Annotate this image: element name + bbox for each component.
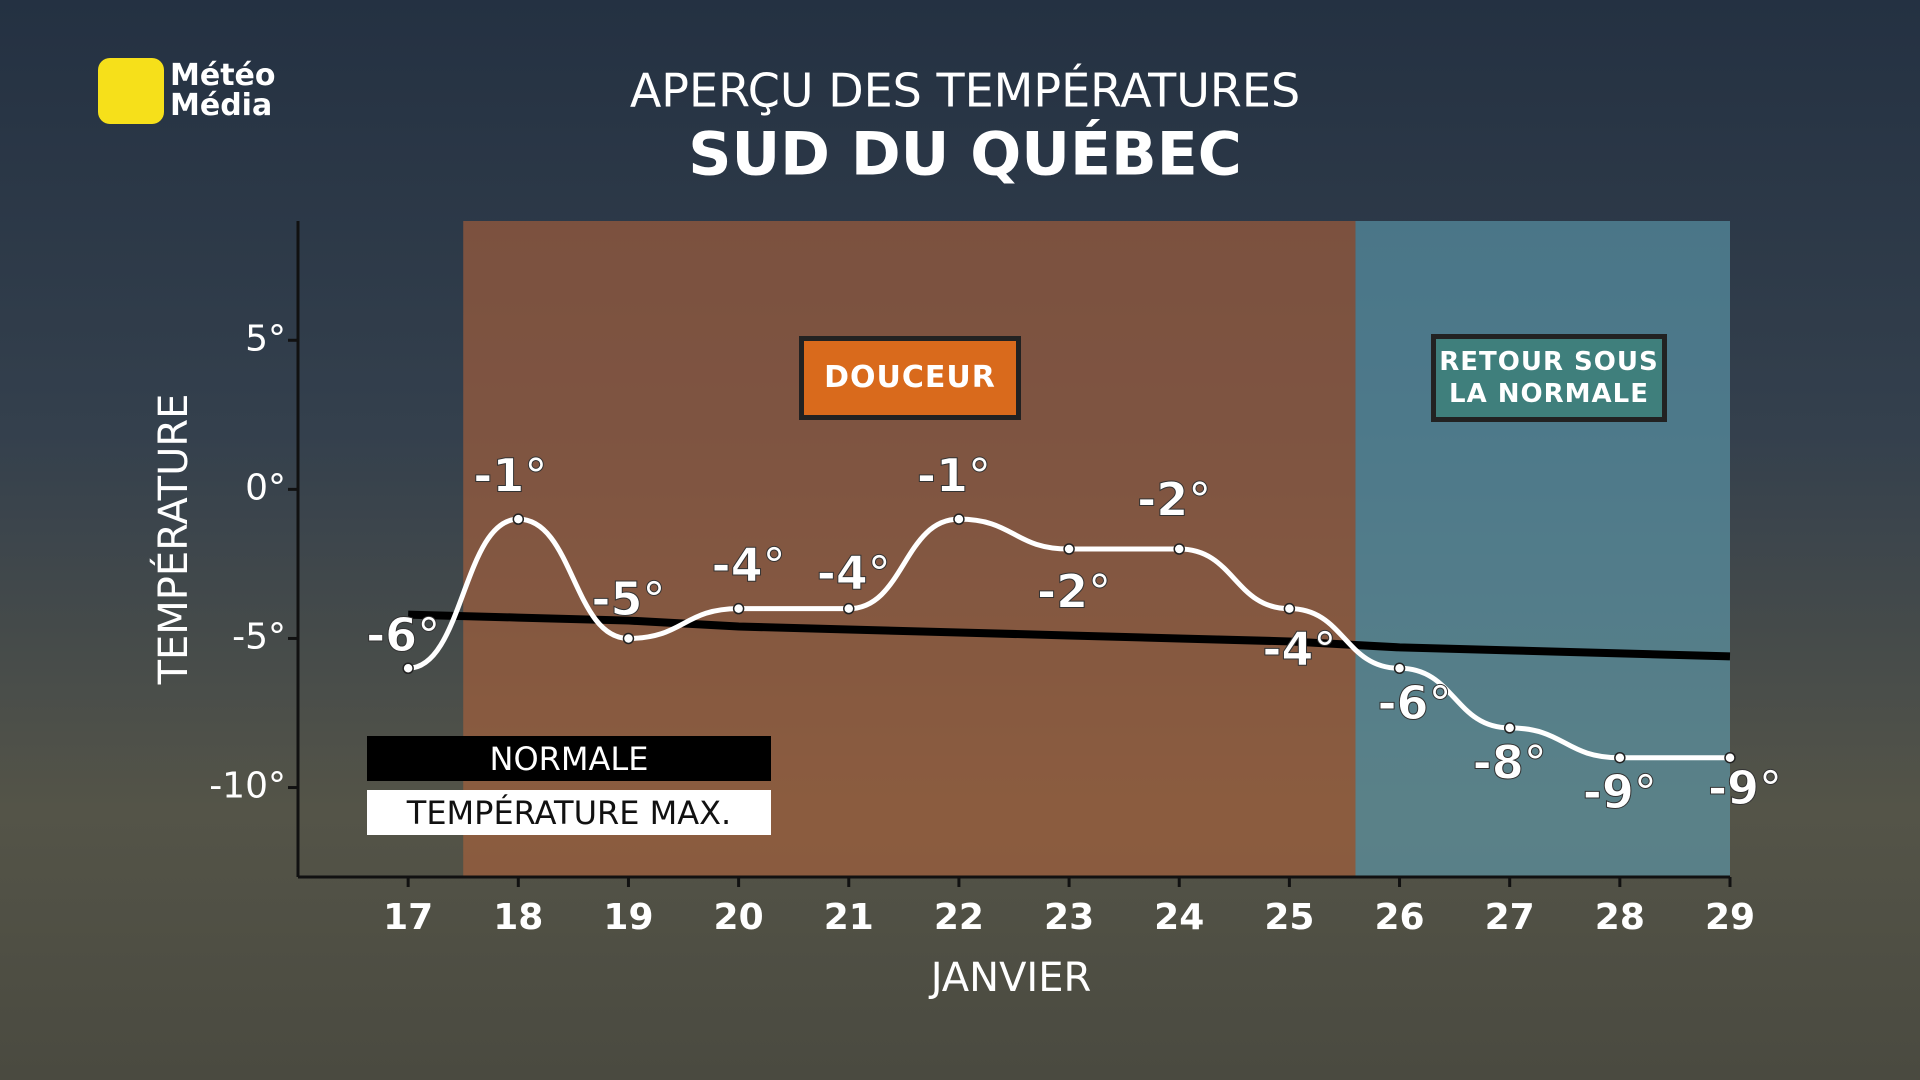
point bbox=[1614, 751, 1626, 764]
x-tick-label: 19 bbox=[603, 897, 653, 938]
point bbox=[512, 513, 525, 525]
x-axis-label: JANVIER bbox=[928, 955, 1092, 1001]
legend-normale: NORMALE bbox=[367, 736, 771, 781]
chart-subtitle: SUD DU QUÉBEC bbox=[688, 118, 1242, 190]
data-label: -4° bbox=[817, 546, 891, 600]
point bbox=[1063, 543, 1075, 555]
point bbox=[1283, 602, 1296, 615]
x-tick-label: 29 bbox=[1705, 897, 1755, 938]
point bbox=[843, 602, 855, 615]
x-tick-label: 21 bbox=[824, 897, 874, 938]
legend-max: TEMPÉRATURE MAX. bbox=[367, 790, 771, 835]
data-label: -2° bbox=[1137, 473, 1211, 527]
x-tick-label: 23 bbox=[1044, 897, 1094, 938]
data-label: -5° bbox=[591, 572, 665, 626]
x-tick-label: 26 bbox=[1374, 897, 1424, 938]
data-label: -1° bbox=[473, 449, 547, 503]
x-tick-label: 24 bbox=[1154, 897, 1204, 938]
y-tick-label: 0° bbox=[245, 467, 286, 508]
chart-title: APERÇU DES TEMPÉRATURES bbox=[630, 64, 1300, 118]
point bbox=[1173, 543, 1185, 555]
normal-line bbox=[408, 610, 1731, 661]
y-tick-label: -10° bbox=[209, 766, 286, 807]
point bbox=[1503, 722, 1516, 734]
x-tick-label: 28 bbox=[1595, 897, 1645, 938]
data-label: -9° bbox=[1708, 761, 1782, 815]
y-tick-label: 5° bbox=[245, 318, 286, 359]
y-tick-label: -5° bbox=[232, 616, 286, 657]
data-label: -9° bbox=[1583, 765, 1657, 819]
x-tick-label: 18 bbox=[493, 897, 543, 938]
data-label: -6° bbox=[366, 608, 440, 662]
data-label: -6° bbox=[1377, 676, 1451, 730]
point bbox=[402, 662, 414, 675]
region-label: RETOUR SOUS LA NORMALE bbox=[1431, 334, 1667, 422]
logo: Météo Média bbox=[98, 58, 280, 124]
region bbox=[1355, 221, 1730, 877]
x-tick-label: 27 bbox=[1485, 897, 1535, 938]
data-label: -2° bbox=[1037, 565, 1111, 619]
brand: Météo Média bbox=[170, 58, 276, 123]
logo-icon bbox=[98, 58, 164, 124]
point bbox=[732, 602, 745, 615]
x-tick-label: 25 bbox=[1264, 897, 1314, 938]
data-label: -1° bbox=[917, 449, 991, 503]
point bbox=[953, 513, 965, 525]
data-label: -8° bbox=[1473, 735, 1547, 789]
x-tick-label: 17 bbox=[383, 897, 433, 938]
x-tick-label: 20 bbox=[714, 897, 764, 938]
temperature-line bbox=[407, 516, 1730, 761]
region-label: DOUCEUR bbox=[799, 336, 1021, 420]
point bbox=[1724, 751, 1736, 764]
y-axis-label: TEMPÉRATURE bbox=[149, 394, 197, 686]
x-tick-label: 22 bbox=[934, 897, 984, 938]
data-label: -4° bbox=[712, 538, 786, 592]
point bbox=[1393, 662, 1406, 675]
point bbox=[622, 632, 635, 645]
data-label: -4° bbox=[1262, 622, 1336, 676]
